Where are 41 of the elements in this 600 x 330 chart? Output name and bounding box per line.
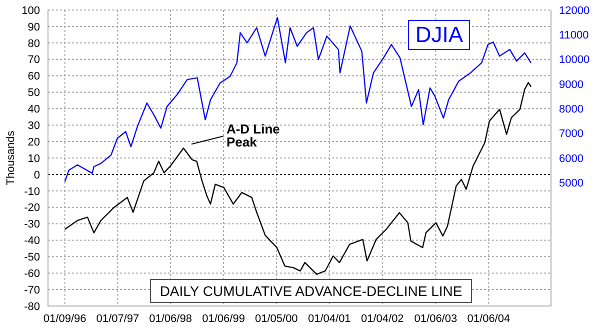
y-axis-title: Thousands — [4, 130, 17, 186]
x-tick-label: 01/07/97 — [96, 312, 140, 325]
y-tick-label: -70 — [24, 284, 40, 296]
x-tick-label: 01/04/02 — [361, 312, 404, 325]
y-tick-label: 100 — [22, 4, 40, 17]
y-tick-label: -10 — [24, 186, 40, 198]
y-tick-label: -40 — [24, 235, 40, 248]
y2-tick-label: 6000 — [559, 152, 584, 165]
y2-tick-label: 5000 — [559, 178, 584, 190]
x-tick-label: 01/04/01 — [308, 312, 351, 325]
y-tick-label: 10 — [28, 152, 40, 165]
x-tick-label: 01/05/00 — [255, 312, 298, 325]
y-tick-label: 20 — [28, 136, 40, 148]
line-series — [64, 17, 532, 182]
y2-tick-label: 9000 — [559, 78, 584, 91]
y2-tick-label: 12000 — [559, 4, 590, 17]
y-tick-label: 50 — [28, 87, 40, 100]
y-tick-label: 30 — [28, 120, 40, 132]
x-tick-label: 01/06/99 — [202, 312, 245, 325]
y-tick-label: -30 — [24, 218, 40, 231]
y-tick-label: -60 — [24, 268, 40, 280]
x-tick-label: 01/09/96 — [43, 312, 86, 325]
y-tick-label: -80 — [24, 300, 40, 313]
y-tick-label: -20 — [24, 202, 40, 214]
y-tick-label: 60 — [28, 70, 40, 83]
series-label: DJIA — [408, 20, 470, 50]
x-tick-label: 01/06/04 — [467, 312, 510, 325]
y2-tick-label: 11000 — [559, 30, 589, 42]
y2-tick-label: 7000 — [559, 128, 584, 140]
x-tick-label: 01/06/98 — [149, 312, 192, 325]
y-tick-label: 40 — [28, 104, 40, 116]
y-tick-label: 90 — [28, 21, 40, 34]
y-tick-label: 0 — [34, 169, 40, 182]
y2-tick-label: 10000 — [559, 54, 590, 66]
x-tick-label: 01/06/03 — [414, 312, 458, 325]
y-tick-label: -50 — [24, 252, 40, 264]
y-tick-label: 80 — [28, 38, 40, 50]
y-tick-label: 70 — [28, 54, 40, 66]
y2-tick-label: 8000 — [559, 104, 584, 116]
text: DAILY CUMULATIVE ADVANCE-DECLINE LINE — [150, 279, 472, 303]
annotation: A-D Line Peak — [226, 121, 280, 150]
